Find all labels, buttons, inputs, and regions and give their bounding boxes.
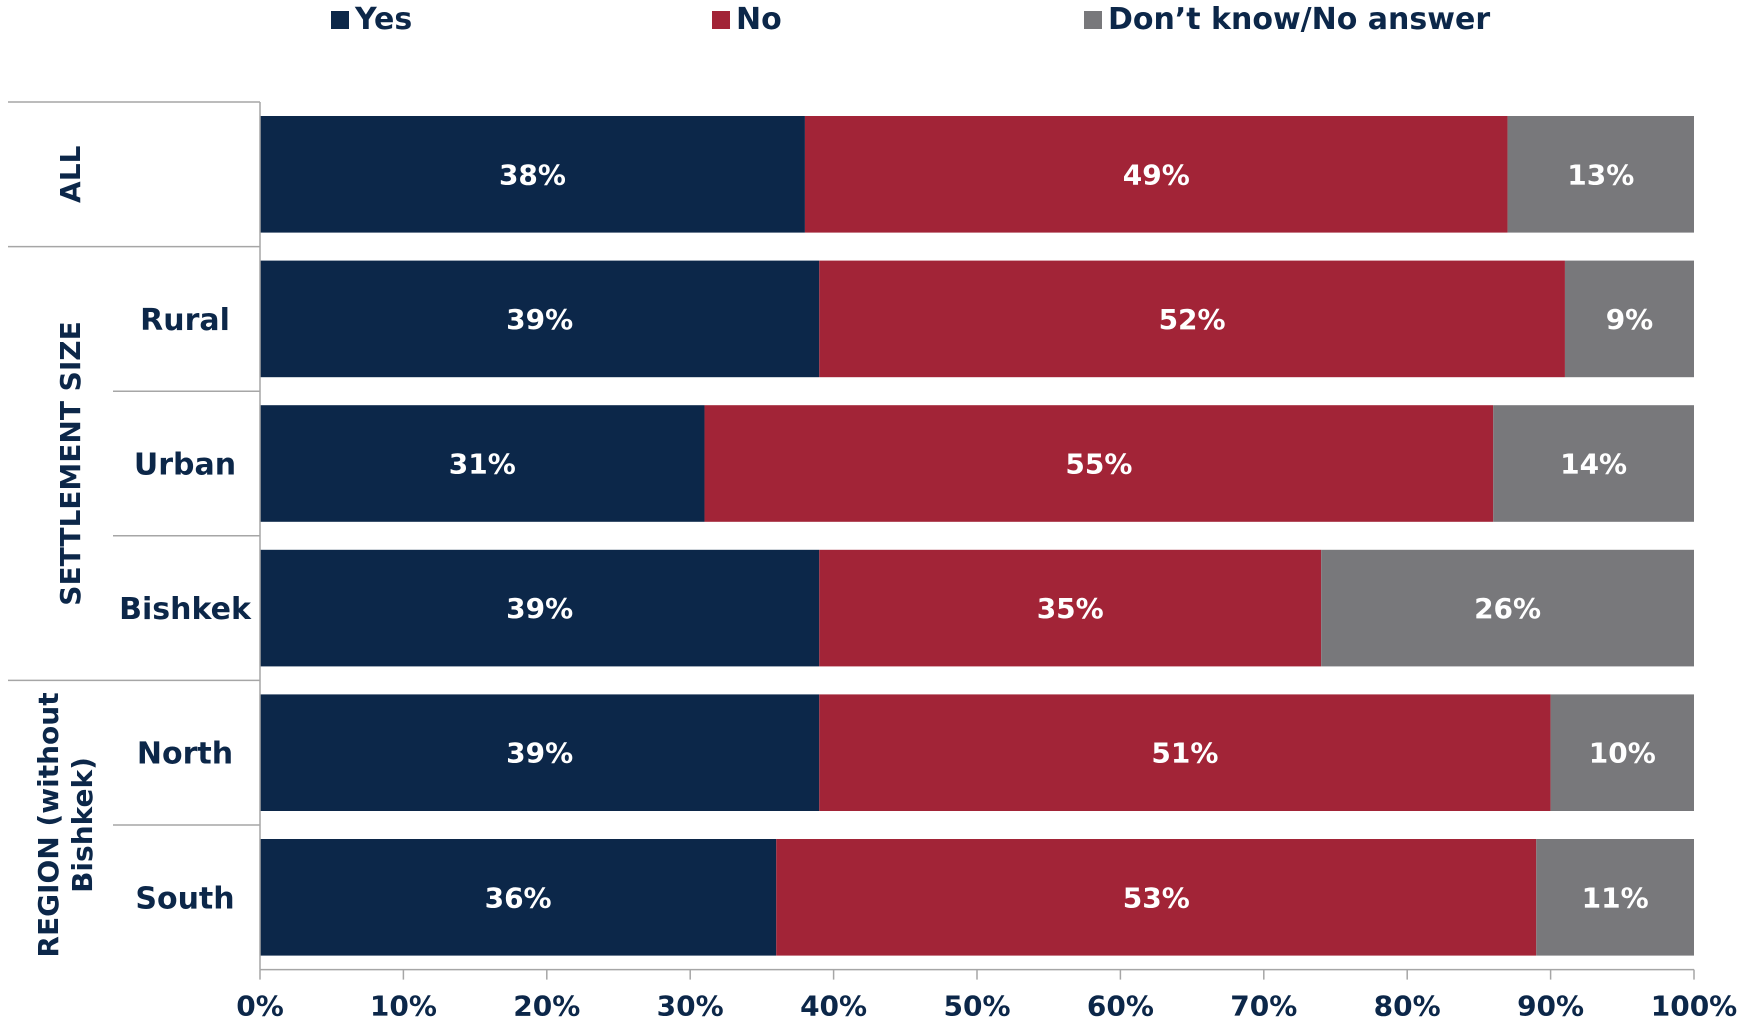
legend-swatch-no bbox=[712, 10, 730, 29]
data-label: 14% bbox=[1560, 448, 1627, 481]
x-tick-label: 0% bbox=[236, 990, 284, 1023]
bar-segment bbox=[1321, 549, 1694, 667]
data-label: 49% bbox=[1123, 158, 1190, 191]
x-tick-label: 50% bbox=[943, 990, 1010, 1023]
data-label: 36% bbox=[485, 881, 552, 914]
group-label: REGION (withoutBishkek) bbox=[32, 692, 99, 957]
category-label: Bishkek bbox=[119, 592, 252, 627]
group-label: SETTLEMENT SIZE bbox=[54, 321, 87, 605]
data-label: 11% bbox=[1582, 881, 1649, 914]
bar-segment bbox=[704, 405, 1494, 522]
bar-segment bbox=[1550, 694, 1694, 811]
data-label: 52% bbox=[1159, 303, 1226, 336]
x-tick-label: 30% bbox=[657, 990, 724, 1023]
bar-segment bbox=[1536, 839, 1694, 956]
bar-segment bbox=[260, 260, 820, 378]
bar-segment bbox=[260, 549, 820, 667]
legend-swatch-yes bbox=[331, 10, 349, 29]
data-label: 55% bbox=[1065, 448, 1132, 481]
legend-yes: Yes bbox=[331, 2, 412, 37]
bar-segment bbox=[1493, 405, 1694, 522]
bar-segment bbox=[260, 116, 805, 233]
category-label: Urban bbox=[134, 448, 236, 483]
bar-segment bbox=[260, 405, 705, 522]
bar-segment bbox=[260, 839, 777, 956]
category-label: South bbox=[135, 881, 234, 916]
category-label: North bbox=[137, 737, 233, 772]
legend-label-no: No bbox=[736, 2, 782, 37]
group-label: ALL bbox=[54, 145, 87, 203]
legend-swatch-dont-know bbox=[1084, 10, 1102, 29]
bar-segment bbox=[819, 549, 1322, 667]
category-label: Rural bbox=[140, 303, 230, 338]
data-label: 39% bbox=[506, 737, 573, 770]
x-tick-label: 70% bbox=[1230, 990, 1297, 1023]
data-label: 53% bbox=[1123, 881, 1190, 914]
bar-segment bbox=[260, 694, 820, 811]
bar-segment bbox=[776, 839, 1537, 956]
data-label: 26% bbox=[1474, 592, 1541, 625]
data-label: 9% bbox=[1606, 303, 1654, 336]
bar-segment bbox=[1564, 260, 1694, 378]
data-label: 39% bbox=[506, 592, 573, 625]
x-tick-label: 60% bbox=[1087, 990, 1154, 1023]
data-label: 13% bbox=[1567, 158, 1634, 191]
x-tick-label: 90% bbox=[1517, 990, 1584, 1023]
data-label: 35% bbox=[1037, 592, 1104, 625]
x-tick-label: 20% bbox=[513, 990, 580, 1023]
legend-label-yes: Yes bbox=[355, 2, 413, 37]
legend-no: No bbox=[712, 2, 782, 37]
x-tick-label: 10% bbox=[370, 990, 437, 1023]
data-label: 39% bbox=[506, 303, 573, 336]
bar-segment bbox=[819, 694, 1551, 811]
bar-segment bbox=[804, 116, 1508, 233]
x-tick-label: 40% bbox=[800, 990, 867, 1023]
data-label: 51% bbox=[1151, 737, 1218, 770]
x-tick-label: 100% bbox=[1651, 990, 1738, 1023]
x-tick-label: 80% bbox=[1374, 990, 1441, 1023]
bar-segment bbox=[1507, 116, 1694, 233]
legend-label-dont-know: Don’t know/No answer bbox=[1108, 2, 1491, 37]
bar-segment bbox=[819, 260, 1565, 378]
data-label: 10% bbox=[1589, 737, 1656, 770]
data-label: 31% bbox=[449, 448, 516, 481]
data-label: 38% bbox=[499, 158, 566, 191]
legend-dont-know: Don’t know/No answer bbox=[1084, 2, 1490, 37]
